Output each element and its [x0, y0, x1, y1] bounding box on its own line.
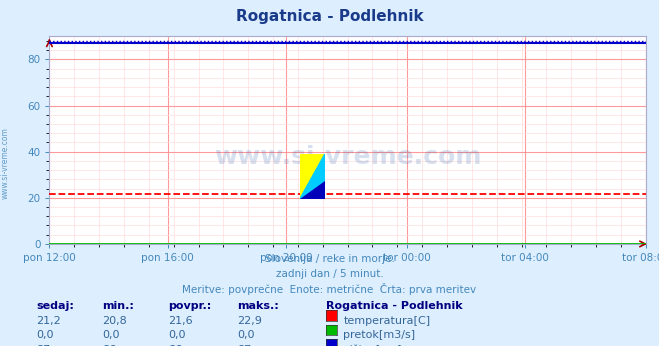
Text: www.si-vreme.com: www.si-vreme.com	[214, 145, 481, 169]
Text: 0,0: 0,0	[102, 330, 120, 340]
Text: sedaj:: sedaj:	[36, 301, 74, 311]
Text: pretok[m3/s]: pretok[m3/s]	[343, 330, 415, 340]
Text: 87: 87	[237, 345, 252, 346]
Text: 86: 86	[168, 345, 182, 346]
Text: Meritve: povprečne  Enote: metrične  Črta: prva meritev: Meritve: povprečne Enote: metrične Črta:…	[183, 283, 476, 295]
Text: zadnji dan / 5 minut.: zadnji dan / 5 minut.	[275, 269, 384, 279]
Text: Rogatnica - Podlehnik: Rogatnica - Podlehnik	[326, 301, 463, 311]
Text: višina[cm]: višina[cm]	[343, 345, 402, 346]
Text: Slovenija / reke in morje.: Slovenija / reke in morje.	[264, 254, 395, 264]
Text: 0,0: 0,0	[237, 330, 255, 340]
Text: min.:: min.:	[102, 301, 134, 311]
Text: 0,0: 0,0	[36, 330, 54, 340]
Text: 21,2: 21,2	[36, 316, 61, 326]
Text: www.si-vreme.com: www.si-vreme.com	[1, 127, 10, 199]
Text: 86: 86	[102, 345, 116, 346]
Text: Rogatnica - Podlehnik: Rogatnica - Podlehnik	[236, 9, 423, 24]
Text: temperatura[C]: temperatura[C]	[343, 316, 430, 326]
Polygon shape	[300, 154, 325, 199]
Text: 20,8: 20,8	[102, 316, 127, 326]
Polygon shape	[300, 181, 325, 199]
Polygon shape	[300, 154, 325, 199]
Text: 0,0: 0,0	[168, 330, 186, 340]
Text: povpr.:: povpr.:	[168, 301, 212, 311]
Text: 22,9: 22,9	[237, 316, 262, 326]
Text: 21,6: 21,6	[168, 316, 192, 326]
Text: 87: 87	[36, 345, 51, 346]
Text: maks.:: maks.:	[237, 301, 279, 311]
